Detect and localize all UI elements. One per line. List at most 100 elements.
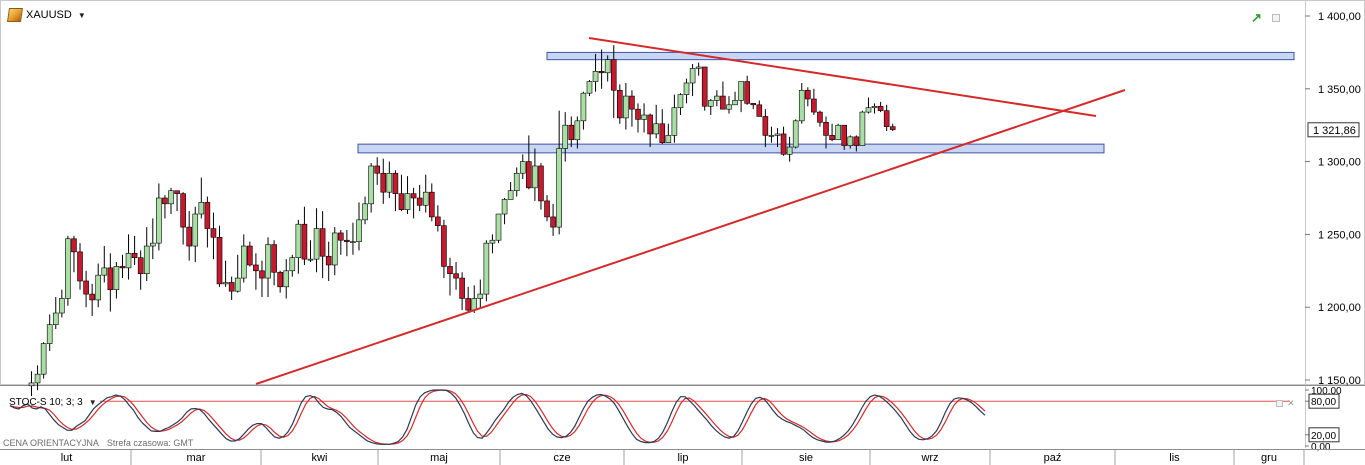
month-label: mar — [187, 452, 206, 464]
bullish-candle — [792, 120, 799, 148]
bearish-candle — [210, 228, 217, 238]
bullish-candle — [168, 190, 174, 205]
current-price-box — [1307, 122, 1360, 138]
stoch-tick-label: 0,00 — [1311, 442, 1331, 453]
bullish-candle — [695, 66, 702, 69]
bearish-candle — [204, 202, 211, 229]
bullish-candle — [477, 293, 484, 299]
price-tick-label: 1 300,00 — [1318, 157, 1361, 169]
bullish-candle — [738, 81, 744, 101]
bullish-candle — [125, 253, 132, 269]
descending-trendline[interactable] — [588, 37, 1097, 117]
stoch-level-box — [1308, 393, 1340, 409]
window-icon[interactable] — [1276, 399, 1283, 407]
month-label: cze — [553, 452, 570, 464]
stochastic-toolbar: ✕ — [1276, 398, 1295, 408]
bullish-candle — [580, 92, 587, 122]
bearish-candle — [750, 103, 757, 106]
bearish-candle — [883, 110, 890, 127]
bullish-candle — [847, 136, 854, 146]
bearish-candle — [107, 267, 114, 291]
green-trend-arrow-icon[interactable]: ↗ — [1251, 10, 1262, 25]
price-tick-label: 1 250,00 — [1318, 229, 1361, 241]
bullish-candle — [95, 274, 102, 301]
price-tick-label: 1 400,00 — [1318, 11, 1361, 23]
bullish-candle — [222, 282, 229, 285]
bullish-candle — [150, 242, 156, 247]
bullish-candle — [489, 239, 496, 244]
dropdown-arrow-icon[interactable]: ▼ — [77, 10, 86, 20]
bearish-candle — [77, 251, 83, 282]
window-icon[interactable] — [1271, 14, 1280, 22]
price-tick-label: 1 200,00 — [1318, 302, 1361, 314]
bearish-candle — [853, 136, 860, 146]
month-label: lis — [1169, 452, 1180, 464]
month-label: kwi — [312, 452, 328, 464]
bearish-candle — [180, 193, 186, 228]
bearish-candle — [568, 124, 575, 141]
bearish-candle — [398, 193, 405, 210]
bullish-candle — [556, 148, 562, 228]
price-zone[interactable] — [546, 51, 1295, 61]
bullish-candle — [234, 277, 241, 292]
stoch-d-line — [9, 389, 986, 445]
bearish-candle — [465, 298, 471, 311]
price-zone[interactable] — [357, 143, 1105, 154]
bullish-candle — [240, 245, 247, 279]
bullish-candle — [295, 223, 302, 258]
bearish-candle — [780, 133, 787, 155]
bullish-candle — [586, 81, 593, 94]
bullish-candle — [198, 202, 205, 215]
bullish-candle — [307, 258, 314, 261]
time-axis-background — [0, 449, 1305, 465]
bullish-candle — [331, 232, 338, 266]
bearish-candle — [647, 114, 653, 135]
status-footer: CENA ORIENTACYJNA Strefa czasowa: GMT — [3, 438, 193, 448]
bearish-candle — [701, 66, 708, 107]
month-label: wrz — [920, 452, 938, 464]
stochastic-selector[interactable]: STOC-S 10; 3; 3 ▼ — [9, 397, 97, 408]
bearish-candle — [829, 135, 835, 141]
bullish-candle — [671, 107, 678, 136]
stoch-tick-label: 100,00 — [1311, 386, 1342, 397]
bearish-candle — [374, 165, 381, 174]
bullish-candle — [532, 165, 538, 189]
bearish-candle — [319, 228, 326, 257]
bullish-candle — [362, 203, 368, 221]
bullish-candle — [501, 199, 508, 215]
stochastic-label: STOC-S 10; 3; 3 — [9, 397, 83, 408]
bearish-candle — [271, 244, 277, 273]
month-label: maj — [430, 452, 448, 464]
bullish-candle — [768, 135, 775, 137]
bearish-candle — [441, 225, 447, 267]
bearish-candle — [889, 126, 896, 130]
dropdown-arrow-icon[interactable]: ▼ — [88, 398, 97, 407]
bullish-candle — [143, 245, 150, 275]
candlestick-series — [28, 45, 896, 397]
month-label: lut — [61, 452, 73, 464]
bearish-candle — [119, 266, 126, 269]
bearish-candle — [259, 270, 265, 279]
bearish-candle — [629, 95, 635, 110]
bullish-candle — [574, 120, 581, 141]
symbol-name: XAUUSD — [26, 9, 72, 21]
bullish-candle — [604, 59, 611, 74]
bearish-candle — [228, 282, 235, 292]
symbol-selector[interactable]: XAUUSD ▼ — [7, 8, 86, 22]
trendlines — [255, 37, 1126, 385]
bullish-candle — [46, 324, 53, 344]
bullish-candle — [289, 257, 296, 272]
bearish-candle — [410, 193, 417, 199]
bearish-candle — [162, 197, 168, 205]
bullish-candle — [859, 111, 866, 146]
bullish-candle — [28, 382, 35, 387]
close-icon[interactable]: ✕ — [1287, 398, 1295, 408]
month-label: gru — [1261, 452, 1277, 464]
bearish-candle — [550, 216, 556, 228]
ascending-trendline[interactable] — [255, 89, 1126, 385]
bullish-candle — [653, 123, 659, 135]
bullish-candle — [40, 343, 47, 375]
bearish-candle — [416, 197, 423, 206]
bearish-candle — [277, 271, 283, 288]
